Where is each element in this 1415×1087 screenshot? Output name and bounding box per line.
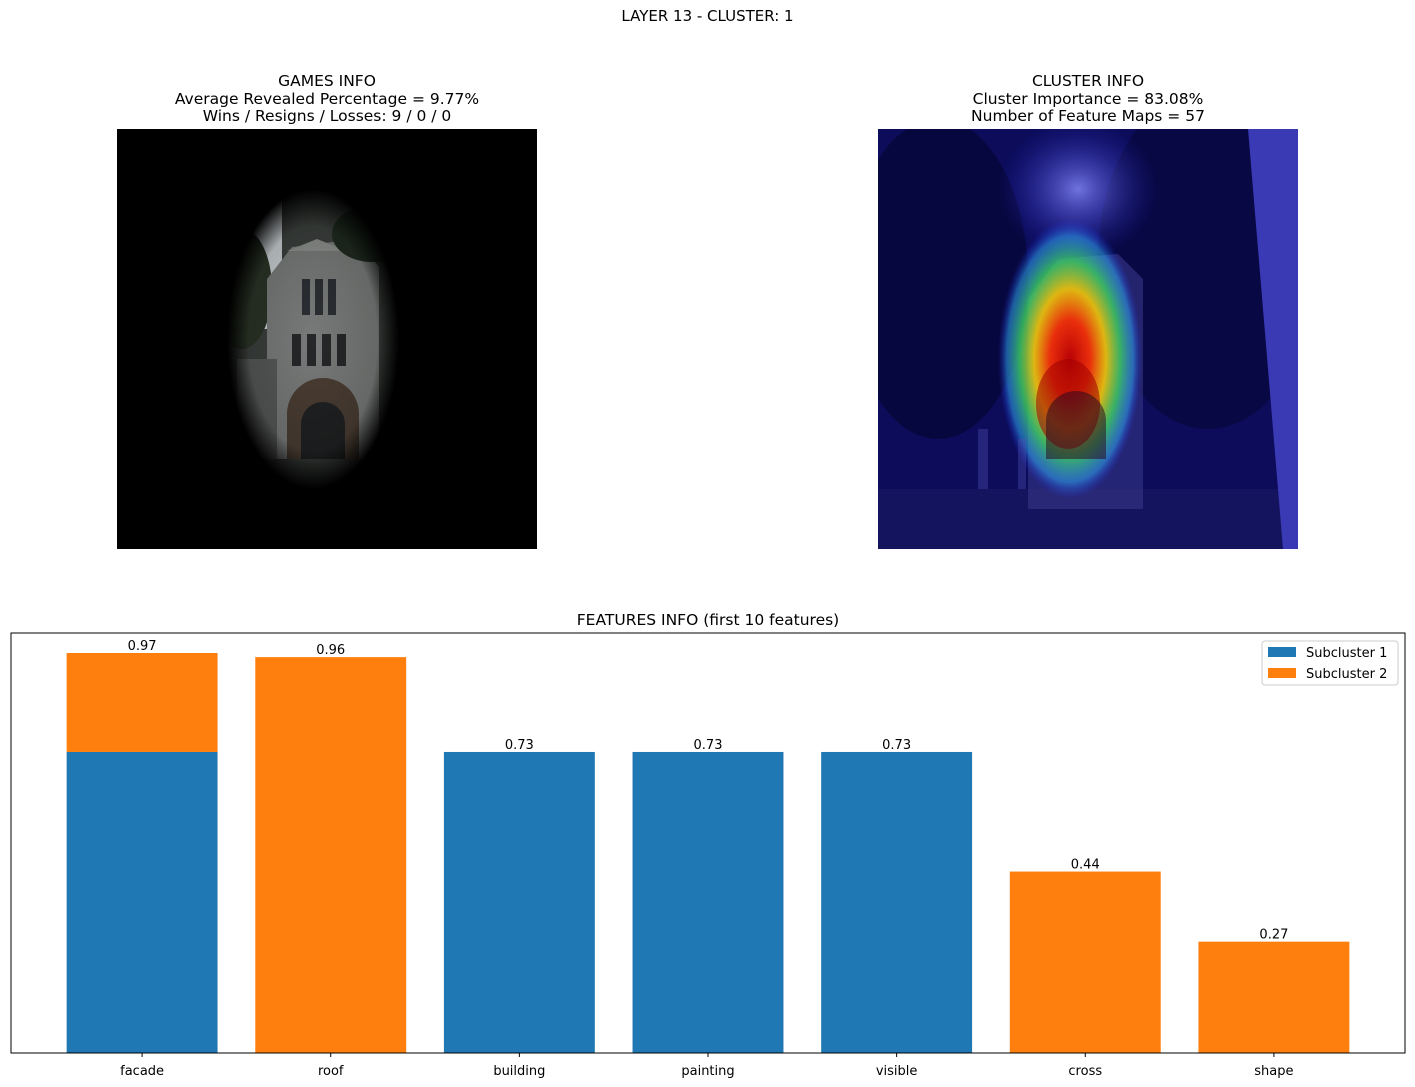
legend-label-subcluster-1: Subcluster 1 <box>1306 646 1387 661</box>
bar-visible-subcluster-1 <box>821 751 973 1053</box>
games-info-wins-resigns-losses: Wins / Resigns / Losses: 9 / 0 / 0 <box>202 107 452 125</box>
bar-shape-subcluster-2 <box>1198 941 1350 1053</box>
chart-legend: Subcluster 1 Subcluster 2 <box>1261 640 1399 686</box>
figure-suptitle: LAYER 13 - CLUSTER: 1 <box>621 7 794 25</box>
x-tick-label-roof: roof <box>318 1064 344 1079</box>
data-label-building: 0.73 <box>505 738 534 753</box>
games-info-revealed-percentage: Average Revealed Percentage = 9.77% <box>174 89 480 108</box>
x-tick-label-cross: cross <box>1068 1064 1102 1079</box>
data-label-cross: 0.44 <box>1071 858 1100 873</box>
cluster-info-header: CLUSTER INFO Cluster Importance = 83.08%… <box>878 72 1298 126</box>
data-label-facade: 0.97 <box>128 639 157 654</box>
cluster-info-feature-maps: Number of Feature Maps = 57 <box>971 107 1205 125</box>
x-tick-label-facade: facade <box>120 1064 164 1079</box>
x-tick-label-visible: visible <box>876 1064 918 1079</box>
bar-facade-subcluster-2 <box>66 653 218 752</box>
bar-roof-subcluster-2 <box>255 657 407 1053</box>
bar-cross-subcluster-2 <box>1009 871 1161 1053</box>
legend-swatch-subcluster-1 <box>1268 647 1296 657</box>
legend-label-subcluster-2: Subcluster 2 <box>1306 667 1387 682</box>
x-tick-label-painting: painting <box>681 1064 734 1079</box>
bar-painting-subcluster-1 <box>632 751 784 1053</box>
x-tick-label-shape: shape <box>1254 1064 1293 1079</box>
bar-facade-subcluster-1 <box>66 751 218 1053</box>
axes-frame <box>10 632 1406 1054</box>
revealed-image <box>117 129 537 549</box>
legend-swatch-subcluster-2 <box>1268 668 1296 678</box>
cluster-info-title: CLUSTER INFO <box>1031 72 1145 90</box>
heatmap-image <box>878 129 1298 549</box>
cluster-info-importance: Cluster Importance = 83.08% <box>972 89 1204 108</box>
games-info-header: GAMES INFO Average Revealed Percentage =… <box>117 72 537 126</box>
bar-building-subcluster-1 <box>443 751 595 1053</box>
data-label-shape: 0.27 <box>1259 928 1288 943</box>
x-tick-label-building: building <box>493 1064 545 1079</box>
data-label-painting: 0.73 <box>694 738 723 753</box>
data-label-roof: 0.96 <box>316 643 345 658</box>
games-info-title: GAMES INFO <box>278 72 376 90</box>
data-label-visible: 0.73 <box>882 738 911 753</box>
chart-title: FEATURES INFO (first 10 features) <box>576 611 840 629</box>
